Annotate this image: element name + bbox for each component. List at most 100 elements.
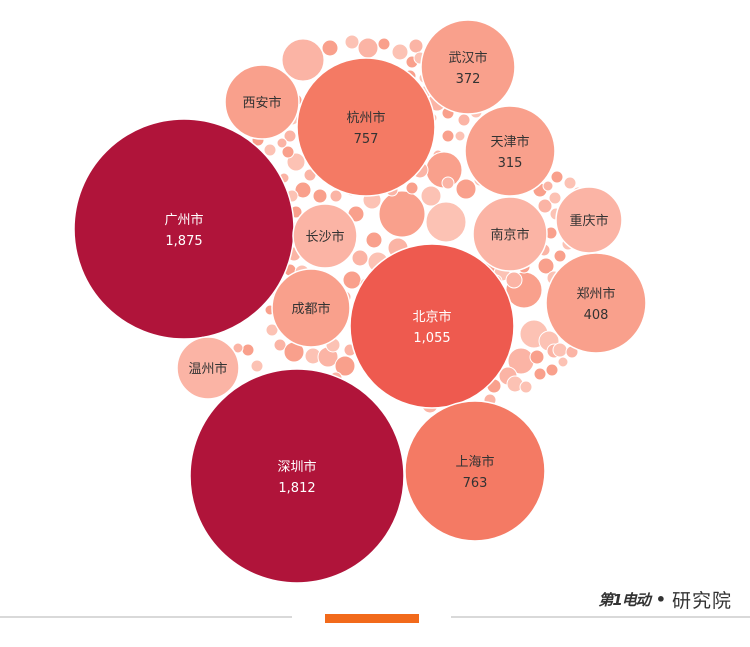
- small-bubble: [441, 176, 455, 190]
- small-bubble: [405, 181, 419, 195]
- brand-institute: 研究院: [671, 590, 732, 612]
- small-bubble: [294, 181, 312, 199]
- city-label: 长沙市: [305, 229, 344, 245]
- city-bubble: 上海市 763: [404, 400, 546, 542]
- small-bubble: [334, 355, 356, 377]
- footer-divider-right: [451, 616, 750, 618]
- small-bubble: [529, 349, 545, 365]
- brand-logo: 第1电动 • 研究院: [598, 586, 732, 613]
- small-bubble: [420, 185, 442, 207]
- city-bubble: 成都市: [271, 268, 351, 348]
- small-bubble: [545, 363, 559, 377]
- small-bubble: [286, 152, 306, 172]
- small-bubble: [553, 249, 567, 263]
- city-bubble: 长沙市: [292, 203, 358, 269]
- city-value: 372: [456, 72, 481, 87]
- small-bubble: [454, 130, 466, 142]
- small-bubble: [505, 271, 523, 289]
- city-bubble: 深圳市 1,812: [189, 368, 405, 584]
- city-label: 西安市: [242, 95, 281, 111]
- small-bubble: [455, 178, 477, 200]
- small-bubble: [281, 38, 325, 82]
- small-bubble: [425, 201, 467, 243]
- bubble-circle: [464, 105, 556, 197]
- city-label: 天津市: [490, 134, 529, 150]
- footer-divider-left: [0, 616, 292, 618]
- city-bubble: 西安市: [224, 64, 300, 140]
- small-bubble: [552, 342, 568, 358]
- city-bubble: 广州市 1,875: [73, 118, 295, 340]
- small-bubble: [548, 191, 562, 205]
- small-bubble: [342, 270, 362, 290]
- city-value: 408: [584, 308, 609, 323]
- city-label: 北京市: [412, 309, 451, 325]
- city-value: 1,875: [165, 234, 202, 249]
- bubble-circle: [296, 57, 436, 197]
- bubble-circle: [420, 19, 516, 115]
- city-label: 上海市: [455, 454, 494, 470]
- small-bubble: [563, 176, 577, 190]
- city-bubble: 武汉市 372: [420, 19, 516, 115]
- small-bubble: [232, 342, 244, 354]
- small-bubble: [378, 190, 426, 238]
- small-bubble: [273, 338, 287, 352]
- small-bubble: [537, 198, 553, 214]
- small-bubble: [250, 359, 264, 373]
- small-bubble: [365, 231, 383, 249]
- city-bubble: 重庆市: [555, 186, 623, 254]
- city-bubble: 北京市 1,055: [349, 243, 515, 409]
- small-bubble: [312, 188, 328, 204]
- small-bubble: [344, 34, 360, 50]
- small-bubble: [457, 113, 471, 127]
- bubble-circle: [349, 243, 515, 409]
- small-bubble: [241, 343, 255, 357]
- city-value: 757: [354, 132, 379, 147]
- city-value: 1,055: [413, 331, 450, 346]
- small-bubble: [329, 189, 343, 203]
- city-label: 深圳市: [277, 459, 316, 475]
- small-bubble: [542, 180, 554, 192]
- bubble-circle: [189, 368, 405, 584]
- bubble-circle: [271, 268, 351, 348]
- small-bubble: [357, 37, 379, 59]
- bubble-circle: [224, 64, 300, 140]
- car-logo-icon: 第1电动: [598, 591, 650, 609]
- small-bubble: [550, 170, 564, 184]
- city-label: 杭州市: [346, 110, 385, 126]
- footer-accent-bar: [325, 614, 419, 623]
- city-bubble: 天津市 315: [464, 105, 556, 197]
- city-bubble: 郑州市 408: [545, 252, 647, 354]
- small-bubble: [519, 380, 533, 394]
- small-bubble: [391, 43, 409, 61]
- bubble-circle: [292, 203, 358, 269]
- city-value: 1,812: [278, 481, 315, 496]
- city-bubble: 杭州市 757: [296, 57, 436, 197]
- brand-separator: •: [655, 590, 666, 609]
- city-bubble: 南京市: [472, 196, 548, 272]
- small-bubble: [263, 143, 277, 157]
- bubble-circle: [555, 186, 623, 254]
- bubble-circle: [545, 252, 647, 354]
- city-label: 重庆市: [569, 213, 608, 229]
- city-label: 成都市: [291, 301, 330, 317]
- small-bubble: [557, 356, 569, 368]
- small-bubble: [351, 249, 369, 267]
- small-bubble: [276, 137, 288, 149]
- small-bubble: [533, 367, 547, 381]
- bubble-circle: [176, 336, 240, 400]
- city-value: 763: [463, 476, 488, 491]
- city-label: 南京市: [490, 227, 529, 243]
- city-label: 温州市: [188, 361, 227, 377]
- small-bubble: [441, 129, 455, 143]
- city-label: 郑州市: [576, 286, 615, 302]
- bubble-circle: [472, 196, 548, 272]
- small-bubble: [281, 145, 295, 159]
- small-bubble: [408, 38, 424, 54]
- small-bubble: [537, 257, 555, 275]
- city-label: 武汉市: [448, 50, 487, 66]
- city-bubble: 温州市: [176, 336, 240, 400]
- city-label: 广州市: [164, 212, 203, 228]
- small-bubble: [321, 39, 339, 57]
- small-bubble: [283, 129, 297, 143]
